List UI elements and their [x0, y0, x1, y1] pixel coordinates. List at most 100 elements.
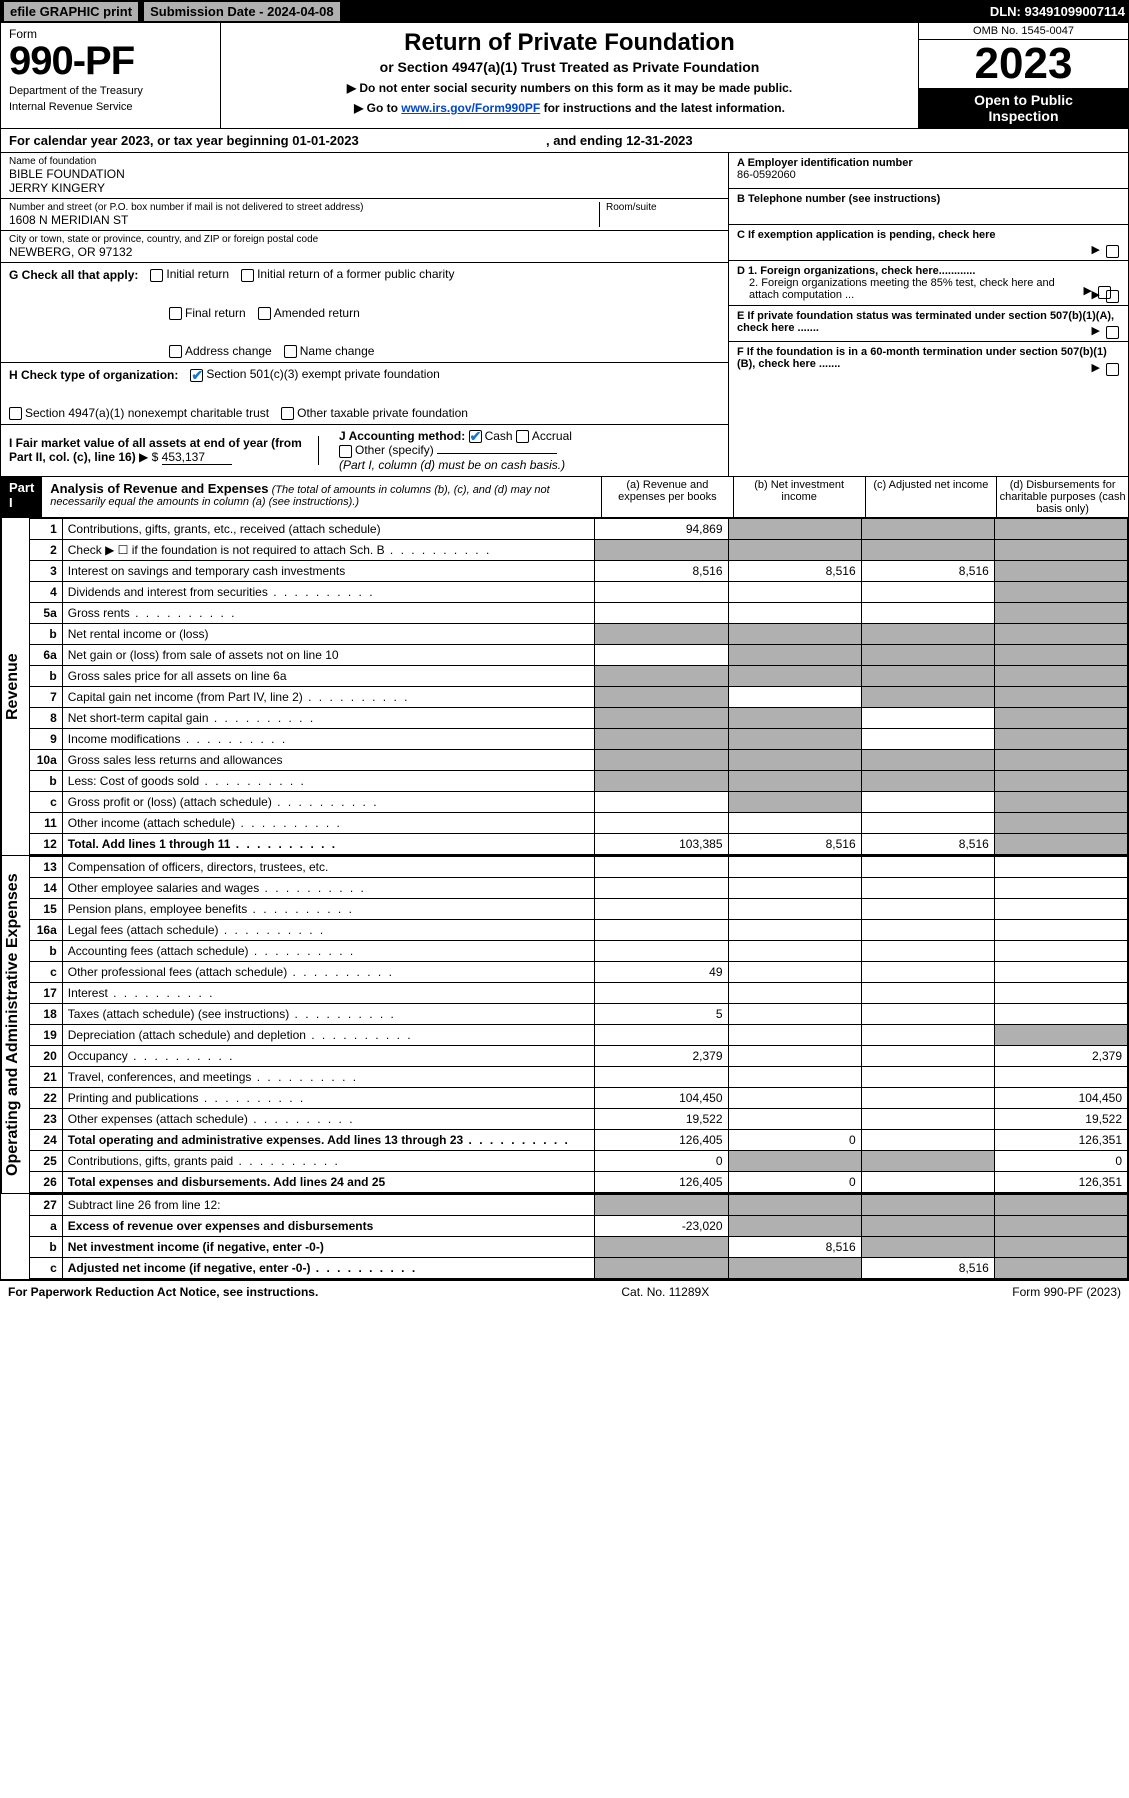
- line-desc: Net gain or (loss) from sale of assets n…: [62, 644, 595, 665]
- name-label: Name of foundation: [9, 156, 720, 167]
- line-number: 7: [30, 686, 63, 707]
- line-number: 27: [30, 1194, 63, 1215]
- cell-c: 8,516: [861, 1257, 994, 1278]
- efile-label: efile GRAPHIC print: [4, 2, 138, 21]
- h-row: H Check type of organization: Section 50…: [1, 363, 728, 425]
- dept-treasury: Department of the Treasury: [9, 85, 212, 97]
- line-desc: Gross profit or (loss) (attach schedule): [62, 791, 595, 812]
- cell-b: [728, 1194, 861, 1215]
- cell-a: [595, 539, 728, 560]
- cell-d: [994, 919, 1127, 940]
- cell-b: [728, 812, 861, 833]
- cell-b: [728, 728, 861, 749]
- line-desc: Check ▶ ☐ if the foundation is not requi…: [62, 539, 595, 560]
- line-desc: Printing and publications: [62, 1087, 595, 1108]
- check-other-tax[interactable]: [281, 407, 294, 420]
- table-row: 23Other expenses (attach schedule)19,522…: [30, 1108, 1128, 1129]
- line-number: b: [30, 623, 63, 644]
- cell-d: [994, 791, 1127, 812]
- f-box: F If the foundation is in a 60-month ter…: [729, 342, 1128, 378]
- cell-a: [595, 919, 728, 940]
- h-opt-3: Other taxable private foundation: [297, 406, 468, 420]
- check-cash[interactable]: [469, 430, 482, 443]
- part1-title: Analysis of Revenue and Expenses: [50, 481, 268, 496]
- line-desc: Net short-term capital gain: [62, 707, 595, 728]
- expenses-section: Operating and Administrative Expenses 13…: [0, 856, 1129, 1194]
- cell-a: [595, 940, 728, 961]
- check-f[interactable]: [1106, 363, 1119, 376]
- line-number: 26: [30, 1171, 63, 1192]
- cell-c: [861, 707, 994, 728]
- cell-a: 49: [595, 961, 728, 982]
- line-number: 15: [30, 898, 63, 919]
- cell-a: 104,450: [595, 1087, 728, 1108]
- cell-a: [595, 686, 728, 707]
- line-number: 16a: [30, 919, 63, 940]
- cell-c: [861, 728, 994, 749]
- line-number: b: [30, 665, 63, 686]
- check-501c3[interactable]: [190, 369, 203, 382]
- cell-d: [994, 940, 1127, 961]
- check-e[interactable]: [1106, 326, 1119, 339]
- cell-c: [861, 1003, 994, 1024]
- cell-c: [861, 1194, 994, 1215]
- cell-d: 2,379: [994, 1045, 1127, 1066]
- table-row: 20Occupancy2,3792,379: [30, 1045, 1128, 1066]
- check-final[interactable]: [169, 307, 182, 320]
- check-initial[interactable]: [150, 269, 163, 282]
- cell-d: [994, 728, 1127, 749]
- line-number: 5a: [30, 602, 63, 623]
- line-number: b: [30, 770, 63, 791]
- phone-label: B Telephone number (see instructions): [737, 193, 1120, 205]
- line-number: 22: [30, 1087, 63, 1108]
- revenue-section: Revenue 1Contributions, gifts, grants, e…: [0, 518, 1129, 856]
- line-desc: Interest on savings and temporary cash i…: [62, 560, 595, 581]
- cell-b: [728, 1045, 861, 1066]
- check-initial-former[interactable]: [241, 269, 254, 282]
- cell-b: [728, 1257, 861, 1278]
- check-accrual[interactable]: [516, 430, 529, 443]
- cell-d: 104,450: [994, 1087, 1127, 1108]
- check-4947[interactable]: [9, 407, 22, 420]
- cell-a: 94,869: [595, 518, 728, 539]
- cell-d: [994, 749, 1127, 770]
- cell-b: [728, 1066, 861, 1087]
- check-d2[interactable]: [1098, 286, 1111, 299]
- col-d-head: (d) Disbursements for charitable purpose…: [996, 477, 1128, 517]
- check-name-change[interactable]: [284, 345, 297, 358]
- line-desc: Gross sales less returns and allowances: [62, 749, 595, 770]
- cell-d: [994, 1236, 1127, 1257]
- line-number: 21: [30, 1066, 63, 1087]
- arrow-icon: ▶: [1092, 243, 1100, 256]
- cell-a: [595, 812, 728, 833]
- cell-c: [861, 1129, 994, 1150]
- check-amended[interactable]: [258, 307, 271, 320]
- check-other-acct[interactable]: [339, 445, 352, 458]
- g-opt-2: Final return: [185, 306, 246, 320]
- c-label: C If exemption application is pending, c…: [737, 229, 996, 241]
- line-desc: Travel, conferences, and meetings: [62, 1066, 595, 1087]
- cell-a: 126,405: [595, 1171, 728, 1192]
- cell-d: [994, 623, 1127, 644]
- h-opt-1: Section 501(c)(3) exempt private foundat…: [206, 367, 439, 381]
- table-row: 1Contributions, gifts, grants, etc., rec…: [30, 518, 1128, 539]
- cell-d: [994, 1194, 1127, 1215]
- cell-b: [728, 982, 861, 1003]
- cell-c: [861, 856, 994, 877]
- check-c[interactable]: [1106, 245, 1119, 258]
- h-opt-2: Section 4947(a)(1) nonexempt charitable …: [25, 406, 269, 420]
- cell-c: [861, 898, 994, 919]
- form-link[interactable]: www.irs.gov/Form990PF: [401, 101, 540, 115]
- cell-b: 0: [728, 1171, 861, 1192]
- table-row: 10aGross sales less returns and allowanc…: [30, 749, 1128, 770]
- line-number: 19: [30, 1024, 63, 1045]
- cell-c: [861, 1087, 994, 1108]
- arrow-icon: ▶: [1092, 361, 1100, 374]
- table-row: 7Capital gain net income (from Part IV, …: [30, 686, 1128, 707]
- line-desc: Income modifications: [62, 728, 595, 749]
- phone-box: B Telephone number (see instructions): [729, 189, 1128, 225]
- cell-d: [994, 982, 1127, 1003]
- calendar-begin: For calendar year 2023, or tax year begi…: [9, 133, 359, 148]
- check-addr-change[interactable]: [169, 345, 182, 358]
- line-desc: Legal fees (attach schedule): [62, 919, 595, 940]
